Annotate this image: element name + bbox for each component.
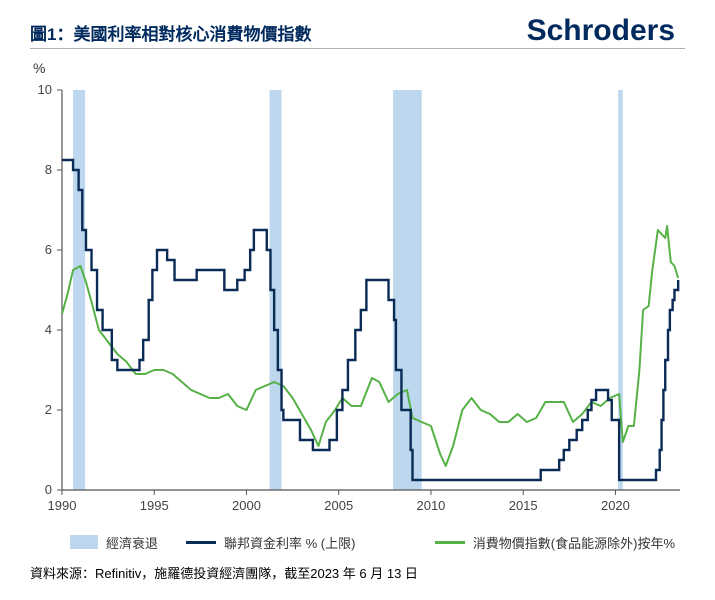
svg-text:6: 6 [45,242,52,257]
svg-text:0: 0 [45,482,52,497]
svg-text:2005: 2005 [324,498,353,513]
svg-text:10: 10 [38,82,52,97]
title-bar: 圖1：美國利率相對核心消費物價指數 Schroders [30,18,685,49]
svg-text:2000: 2000 [232,498,261,513]
svg-text:1990: 1990 [48,498,77,513]
line-chart: 0 2 4 6 8 10 1990 1995 2000 2005 2010 2015 2020 [30,80,690,520]
legend-fed: 聯邦資金利率 % (上限) [186,533,355,552]
svg-text:1995: 1995 [140,498,169,513]
legend-cpi-label: 消費物價指數(食品能源除外)按年% [473,533,675,552]
y-axis-unit: % [33,60,45,76]
chart-title: 圖1：美國利率相對核心消費物價指數 [30,20,311,45]
legend-fed-label: 聯邦資金利率 % (上限) [224,533,355,552]
cpi-swatch-icon [435,541,465,544]
svg-text:2: 2 [45,402,52,417]
svg-text:8: 8 [45,162,52,177]
svg-text:4: 4 [45,322,52,337]
legend-cpi: 消費物價指數(食品能源除外)按年% [435,533,675,552]
legend: 經濟衰退 聯邦資金利率 % (上限) 消費物價指數(食品能源除外)按年% [70,530,685,554]
recession-swatch-icon [70,535,98,549]
source-line: 資料來源：Refinitiv，施羅德投資經濟團隊，截至2023 年 6 月 13… [30,563,418,582]
brand-logo: Schroders [527,14,675,48]
fed-swatch-icon [186,541,216,544]
svg-text:2015: 2015 [509,498,538,513]
svg-text:2020: 2020 [601,498,630,513]
legend-recession-label: 經濟衰退 [106,533,158,552]
svg-text:2010: 2010 [416,498,445,513]
legend-recession: 經濟衰退 [70,533,158,552]
